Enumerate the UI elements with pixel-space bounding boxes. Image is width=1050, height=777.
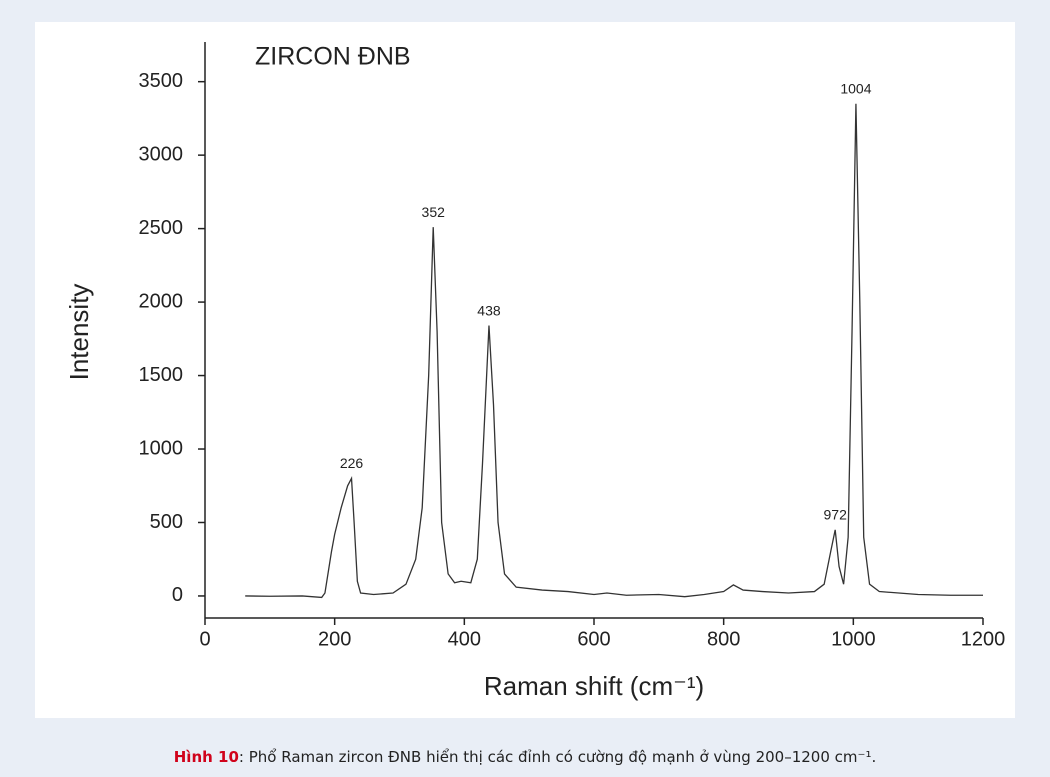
figure-panel: ZIRCON ĐNB Intensity Raman shift (cm⁻¹) …	[35, 22, 1015, 718]
peak-label: 438	[477, 302, 501, 318]
y-tick-label: 0	[172, 584, 183, 606]
chart: ZIRCON ĐNB Intensity Raman shift (cm⁻¹) …	[64, 42, 1006, 701]
y-tick-label: 2500	[139, 217, 184, 239]
peak-label: 226	[340, 455, 364, 471]
x-tick-label: 0	[199, 628, 210, 650]
x-tick-label: 1000	[831, 628, 876, 650]
x-tick-label: 1200	[961, 628, 1006, 650]
caption-text: : Phổ Raman zircon ĐNB hiển thị các đỉnh…	[238, 748, 877, 766]
spectrum-line	[245, 103, 983, 599]
x-tick-label: 600	[577, 628, 610, 650]
peak-label: 352	[422, 204, 446, 220]
chart-title: ZIRCON ĐNB	[255, 43, 411, 71]
x-axis-label: Raman shift (cm⁻¹)	[484, 671, 704, 701]
y-tick-label: 3000	[139, 143, 184, 165]
y-tick-label: 1000	[139, 437, 184, 459]
caption-label: Hình 10	[173, 748, 239, 766]
y-tick-label: 3500	[139, 70, 184, 92]
y-tick-label: 1500	[139, 364, 184, 386]
y-tick-label: 2000	[139, 290, 184, 312]
x-tick-label: 800	[707, 628, 740, 650]
caption: Hình 10: Phổ Raman zircon ĐNB hiển thị c…	[0, 748, 1050, 766]
y-tick-label: 500	[150, 511, 183, 533]
x-tick-label: 400	[448, 628, 481, 650]
x-tick-label: 200	[318, 628, 351, 650]
peak-label: 1004	[840, 80, 871, 96]
y-axis-label: Intensity	[64, 284, 94, 381]
peak-label: 972	[824, 507, 848, 523]
